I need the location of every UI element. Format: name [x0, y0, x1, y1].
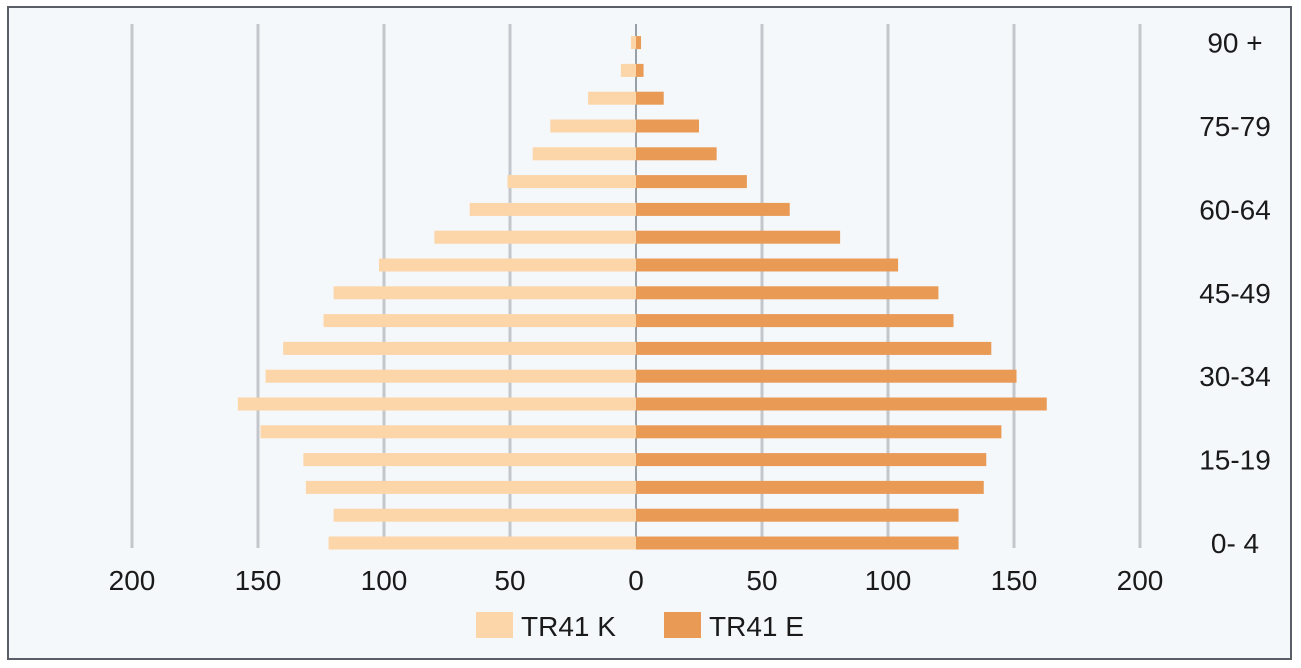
x-tick-label: 150	[235, 565, 282, 596]
bar-male	[636, 286, 939, 300]
bars	[237, 36, 1047, 550]
bar-female	[630, 36, 636, 50]
x-tick-label: 0	[628, 565, 644, 596]
bar-female	[333, 286, 636, 300]
bar-male	[636, 91, 664, 105]
x-axis: 200 150 100 50 0 50 100 150 200	[109, 565, 1164, 596]
x-tick-label: 150	[991, 565, 1038, 596]
legend-swatch-female	[476, 612, 513, 638]
bar-male	[636, 425, 1002, 439]
x-tick-label: 50	[494, 565, 525, 596]
legend-label-female: TR41 K	[521, 611, 616, 642]
bar-male	[636, 397, 1047, 411]
bar-female	[303, 453, 636, 467]
age-group-label: 15-19	[1199, 445, 1271, 476]
grid-lines	[130, 24, 1142, 548]
x-tick-label: 100	[865, 565, 912, 596]
bar-male	[636, 536, 959, 550]
bar-male	[636, 314, 954, 328]
chart-frame: 200 150 100 50 0 50 100 150 200 0- 4 15-19 30-34 45…	[7, 6, 1292, 660]
bar-male	[636, 175, 747, 189]
bar-female	[378, 258, 636, 272]
bar-female	[550, 119, 636, 133]
bar-female	[323, 314, 636, 328]
bar-female	[283, 341, 636, 355]
bar-female	[588, 91, 636, 105]
bar-female	[532, 147, 636, 161]
bar-male	[636, 508, 959, 522]
bar-female	[237, 397, 636, 411]
age-group-label: 45-49	[1199, 278, 1271, 309]
age-group-label: 30-34	[1199, 361, 1271, 392]
bar-male	[636, 480, 984, 494]
age-group-label: 75-79	[1199, 111, 1271, 142]
bar-male	[636, 36, 642, 50]
bar-male	[636, 258, 899, 272]
age-group-label: 60-64	[1199, 194, 1271, 225]
bar-female	[265, 369, 636, 383]
x-tick-label: 200	[109, 565, 156, 596]
bar-female	[469, 202, 636, 216]
bar-female	[305, 480, 636, 494]
legend: TR41 K TR41 E	[476, 611, 804, 642]
bar-female	[620, 63, 636, 77]
x-tick-label: 200	[1117, 565, 1164, 596]
x-tick-label: 50	[746, 565, 777, 596]
age-group-label: 90 +	[1207, 28, 1262, 59]
bar-male	[636, 119, 699, 133]
x-tick-label: 100	[361, 565, 408, 596]
bar-male	[636, 147, 717, 161]
legend-swatch-male	[664, 612, 701, 638]
age-group-labels: 0- 4 15-19 30-34 45-49 60-64 75-79 90 +	[1199, 28, 1271, 559]
bar-female	[328, 536, 636, 550]
bar-female	[507, 175, 636, 189]
age-group-label: 0- 4	[1211, 528, 1259, 559]
bar-male	[636, 341, 992, 355]
population-pyramid-chart: 200 150 100 50 0 50 100 150 200 0- 4 15-19 30-34 45…	[109, 24, 1271, 642]
bar-male	[636, 453, 987, 467]
bar-male	[636, 63, 644, 77]
bar-female	[434, 230, 636, 244]
bar-female	[333, 508, 636, 522]
bar-female	[260, 425, 636, 439]
bar-male	[636, 369, 1017, 383]
legend-label-male: TR41 E	[709, 611, 804, 642]
bar-male	[636, 230, 841, 244]
bar-male	[636, 202, 790, 216]
